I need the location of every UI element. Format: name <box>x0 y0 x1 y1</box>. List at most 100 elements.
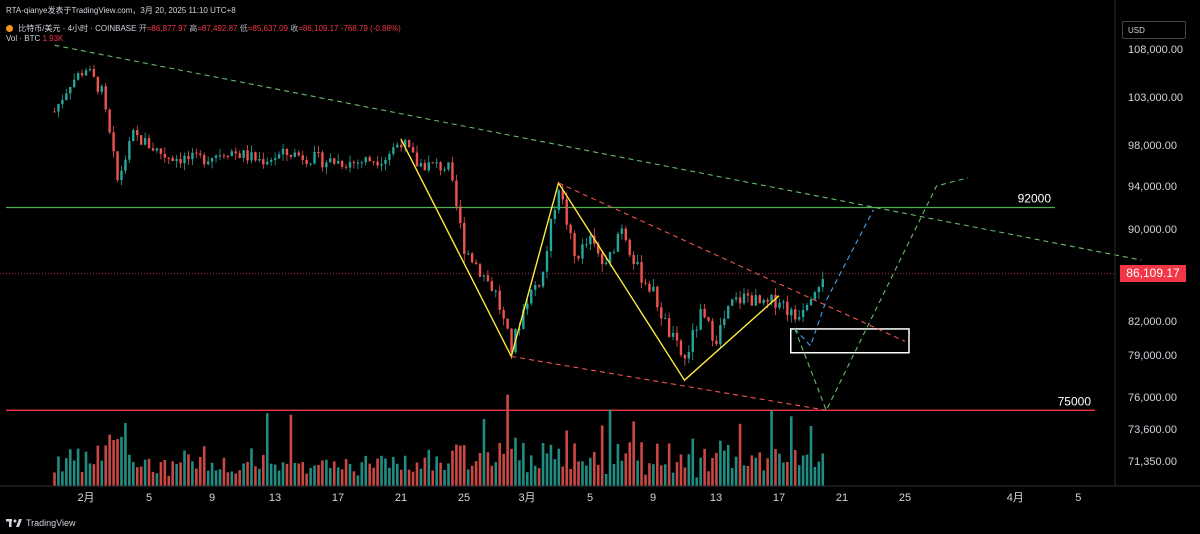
candle-body <box>246 150 249 161</box>
candle-body <box>124 159 127 171</box>
candle-body <box>703 308 706 318</box>
volume-bar <box>451 450 454 486</box>
candle-body <box>727 305 730 319</box>
volume-bar <box>817 461 821 486</box>
volume-bar <box>427 449 431 486</box>
candle-body <box>104 86 107 110</box>
y-tick-label: 73,600.00 <box>1128 424 1177 436</box>
candle-body <box>569 224 572 234</box>
high-label: 高 <box>189 24 198 33</box>
x-tick-label: 17 <box>332 492 344 504</box>
volume-bar <box>360 462 364 486</box>
candle-body <box>809 299 813 306</box>
volume-bar <box>395 463 399 486</box>
volume-bar <box>340 469 344 486</box>
volume-bar <box>120 436 123 486</box>
candle-body <box>624 228 627 240</box>
y-tick-label: 76,000.00 <box>1128 392 1177 404</box>
candle-body <box>234 151 237 154</box>
candle-body <box>774 294 777 308</box>
volume-bar <box>293 463 297 486</box>
volume-bar <box>612 464 616 486</box>
volume-bar <box>183 450 186 486</box>
y-tick-label: 71,350.00 <box>1128 456 1177 468</box>
candle-body <box>116 151 119 180</box>
volume-bar <box>648 463 651 486</box>
target-box-rect <box>790 328 910 354</box>
volume-bar <box>325 459 328 486</box>
volume-bar <box>730 468 734 486</box>
candle-body <box>270 160 273 162</box>
candle-body <box>738 297 742 304</box>
volume-bars <box>53 394 825 486</box>
volume-bar <box>541 443 545 486</box>
volume-bar <box>431 470 435 486</box>
candle-body <box>699 308 702 330</box>
candle-body <box>794 309 797 320</box>
volume-bar <box>344 459 348 486</box>
candle-body <box>632 254 635 265</box>
candle-body <box>667 318 671 337</box>
volume-bar <box>415 462 419 486</box>
volume-bar <box>230 471 234 486</box>
x-tick-label: 5 <box>1075 492 1081 504</box>
volume-bar <box>277 470 281 486</box>
volume-bar <box>206 470 210 486</box>
x-tick-label: 9 <box>650 492 656 504</box>
volume-bar <box>549 444 553 486</box>
candle-body <box>321 152 324 168</box>
candle-body <box>210 157 214 162</box>
candle-body <box>336 161 340 164</box>
volume-bar <box>774 448 777 486</box>
candle-body <box>447 162 450 170</box>
pattern-lines[interactable] <box>54 44 1142 412</box>
volume-bar <box>545 453 549 486</box>
volume-bar <box>632 421 635 486</box>
candle-body <box>151 148 155 151</box>
volume-bar <box>135 467 139 486</box>
volume-bar <box>600 425 604 486</box>
volume-bar <box>68 449 72 486</box>
candle-body <box>463 223 466 254</box>
candle-body <box>293 152 297 157</box>
volume-bar <box>557 448 561 486</box>
volume-bar <box>455 444 458 486</box>
candle-body <box>163 153 167 158</box>
candle-body <box>250 152 253 161</box>
volume-bar <box>210 462 214 486</box>
volume-bar <box>620 460 624 486</box>
volume-bar <box>821 453 825 486</box>
volume-bar <box>514 437 517 486</box>
volume-bar <box>636 460 639 486</box>
candle-body <box>620 228 624 234</box>
candle-body <box>644 282 647 284</box>
candle-body <box>76 73 80 80</box>
volume-bar <box>797 465 801 486</box>
candle-body <box>333 158 336 164</box>
volume-bar <box>57 456 60 486</box>
footer-brand[interactable]: TradingView <box>6 518 76 528</box>
volume-bar <box>61 471 64 486</box>
candle-body <box>628 239 631 255</box>
candle-body <box>813 292 817 300</box>
candle-body <box>73 79 76 87</box>
candle-body <box>112 132 115 152</box>
currency-selector[interactable]: USD <box>1122 21 1186 39</box>
candle-body <box>817 287 821 293</box>
volume-bar <box>112 440 115 486</box>
candle-body <box>526 303 529 310</box>
candle-body <box>411 147 415 153</box>
candle-body <box>392 147 395 154</box>
target-box[interactable] <box>790 328 910 354</box>
x-tick-label: 17 <box>773 492 785 504</box>
volume-bar <box>159 462 163 486</box>
pattern-line <box>511 355 827 411</box>
volume-bar <box>478 452 482 486</box>
volume-bar <box>234 473 238 486</box>
candle-body <box>573 233 576 257</box>
pattern-line <box>400 138 780 382</box>
volume-bar <box>675 462 679 486</box>
candle-body <box>612 251 616 253</box>
candle-body <box>530 289 533 304</box>
